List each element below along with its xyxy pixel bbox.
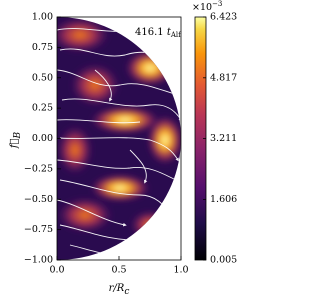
colorbar-tick-label: 6.423 [210, 12, 237, 23]
colorbar-tick-label: 3.211 [210, 133, 237, 144]
y-tick-label: −0.50 [24, 194, 53, 205]
y-tick-label: 0.50 [32, 72, 53, 83]
colorbar-scale: ×10−3 [192, 0, 222, 13]
figure: 416.1 tAlf r/Rc f⃗B ×10−3 0.0 0.5 1.0 −1.00… [9, 0, 238, 297]
colorbar-tick-label: 1.606 [210, 194, 237, 205]
y-tick-label: −0.75 [24, 224, 53, 235]
y-tick-label: 1.00 [32, 12, 53, 23]
annotation: 416.1 tAlf [135, 27, 182, 40]
x-tick-label: 0.5 [111, 265, 126, 276]
colorbar-tick-label: 4.817 [210, 72, 237, 83]
y-tick-label: 0.75 [32, 42, 53, 53]
x-tick-label: 0.0 [49, 265, 64, 276]
y-axis-label: f⃗B [9, 131, 23, 149]
x-tick-label: 1.0 [173, 265, 188, 276]
y-tick-label: −0.25 [24, 163, 53, 174]
field-map [57, 17, 181, 260]
y-tick-label: 0.25 [32, 103, 53, 114]
colorbar-tick-label: 0.005 [210, 255, 237, 266]
x-axis-label: r/Rc [109, 283, 130, 297]
colorbar [195, 17, 206, 260]
y-tick-label: 0.00 [32, 133, 53, 144]
y-tick-label: −1.00 [24, 255, 53, 266]
